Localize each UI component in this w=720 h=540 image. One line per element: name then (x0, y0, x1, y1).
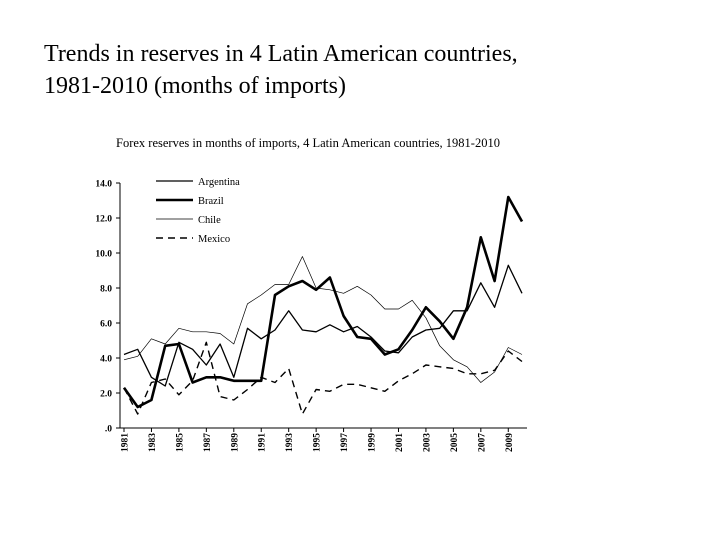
x-tick-label: 2001 (395, 433, 405, 452)
legend: Argentina Brazil Chile Mexico (156, 177, 240, 245)
x-tick-label: 1997 (340, 433, 350, 452)
x-tick-label: 1987 (203, 433, 213, 452)
y-tick-label: .0 (105, 425, 112, 435)
x-axis-ticks: 1981 1983 1985 1987 1989 1991 1993 1995 1997 1999… (121, 428, 515, 452)
x-tick-label: 2005 (450, 433, 460, 452)
series-line-chile (123, 256, 523, 383)
y-tick-label: 4.0 (100, 355, 112, 365)
slide-title-line-1: Trends in reserves in 4 Latin American c… (44, 41, 518, 67)
y-tick-label: 6.0 (100, 320, 112, 330)
y-tick-label: 12.0 (95, 215, 112, 225)
series-lines (122, 195, 524, 415)
x-tick-label: 1989 (230, 433, 240, 452)
x-tick-label: 1999 (368, 433, 378, 452)
legend-label: Mexico (198, 234, 230, 245)
slide-title: Trends in reserves in 4 Latin American c… (44, 38, 684, 102)
x-tick-label: 1991 (258, 433, 268, 452)
y-tick-label: 2.0 (100, 390, 112, 400)
x-tick-label: 1995 (313, 433, 323, 452)
slide-title-line-2: 1981-2010 (months of imports) (44, 73, 346, 99)
x-tick-label: 1993 (285, 433, 295, 452)
y-axis-ticks: .0 2.0 4.0 6.0 8.0 10.0 12.0 14.0 (95, 180, 120, 435)
chart-title: Forex reserves in months of imports, 4 L… (116, 136, 500, 150)
legend-label: Chile (198, 215, 221, 226)
series-line-brazil (122, 195, 524, 409)
series-line-mexico (123, 341, 523, 415)
x-tick-label: 1983 (148, 433, 158, 452)
x-tick-label: 1985 (175, 433, 185, 452)
x-tick-label: 2003 (422, 433, 432, 452)
y-tick-label: 14.0 (95, 180, 112, 190)
x-tick-label: 2009 (505, 433, 515, 452)
x-tick-label: 1981 (121, 433, 131, 452)
series-line-argentina (123, 264, 523, 387)
y-tick-label: 10.0 (95, 250, 112, 260)
y-tick-label: 8.0 (100, 285, 112, 295)
legend-label: Brazil (198, 196, 224, 207)
x-tick-label: 2007 (477, 433, 487, 452)
legend-label: Argentina (198, 177, 240, 188)
